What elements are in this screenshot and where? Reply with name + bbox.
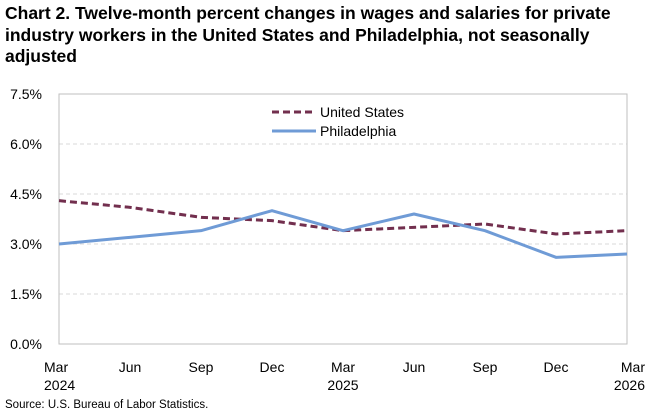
series-line-philadelphia (58, 209, 628, 259)
y-axis-tick-labels: 0.0% 1.5% 3.0% 4.5% 6.0% 7.5% (10, 86, 42, 352)
plot-area-border (58, 93, 628, 345)
x-tick-label-month: Dec (260, 359, 285, 375)
series-lines (58, 199, 628, 259)
legend-label: United States (320, 104, 404, 120)
x-tick-label-month: Dec (544, 359, 569, 375)
x-tick-label-year: 2026 (614, 377, 645, 393)
y-tick-label: 1.5% (10, 286, 42, 302)
x-tick-label-month: Mar (621, 359, 645, 375)
x-tick-label-year: 2025 (327, 377, 358, 393)
y-tick-label: 7.5% (10, 86, 42, 102)
gridlines (59, 143, 627, 295)
y-tick-label: 3.0% (10, 236, 42, 252)
chart-title: Chart 2. Twelve-month percent changes in… (5, 3, 611, 66)
y-tick-label: 0.0% (10, 336, 42, 352)
x-tick-label-year: 2024 (44, 377, 75, 393)
legend: United States Philadelphia (272, 104, 404, 139)
x-tick-label-month: Mar (331, 359, 355, 375)
x-tick-label-month: Sep (189, 359, 214, 375)
x-tick-label-month: Mar (44, 359, 68, 375)
x-tick-label-month: Sep (473, 359, 498, 375)
x-tick-label-month: Jun (403, 359, 426, 375)
x-axis-tick-labels: Mar 2024 Jun Sep Dec Mar 2025 Jun Sep Dec Mar 2026 (44, 359, 645, 393)
legend-label: Philadelphia (320, 123, 396, 139)
source-note: Source: U.S. Bureau of Labor Statistics. (5, 399, 209, 411)
y-tick-label: 4.5% (10, 186, 42, 202)
series-line-united-states (58, 199, 628, 236)
y-tick-label: 6.0% (10, 136, 42, 152)
x-tick-label-month: Jun (119, 359, 142, 375)
